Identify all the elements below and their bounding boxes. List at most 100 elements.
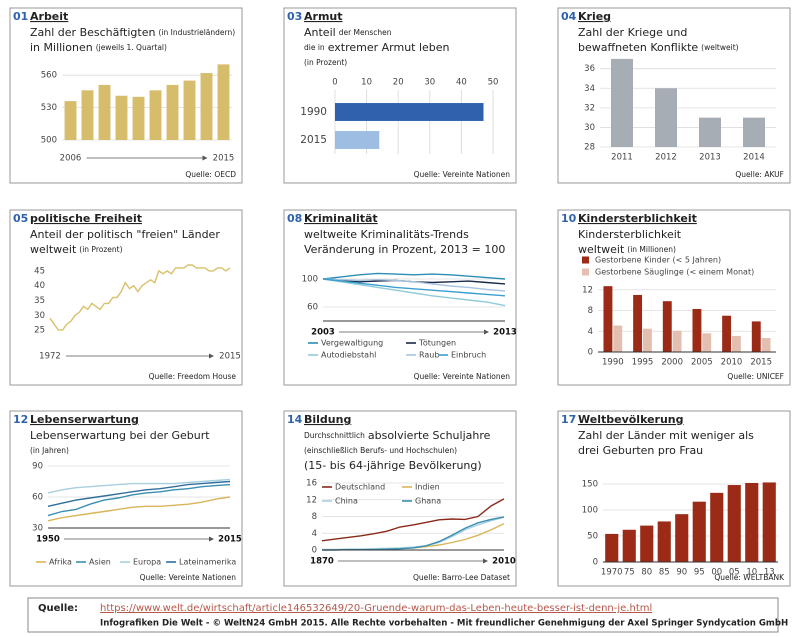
source-note: Quelle: UNICEF xyxy=(727,372,784,381)
bar xyxy=(633,294,643,352)
x-tick-label: 95 xyxy=(694,568,705,578)
panel: 08 Kriminalität weltweite Kriminalitäts-Tr… xyxy=(283,209,517,386)
y-tick-label: 560 xyxy=(41,71,57,81)
data-line xyxy=(322,278,506,307)
bar xyxy=(692,308,702,352)
subtitle-text: Anteil xyxy=(304,26,336,39)
legend-label: Einbruch xyxy=(451,351,486,360)
bar xyxy=(622,529,636,562)
y-tick-label: 50 xyxy=(587,532,598,542)
legend-label: Gestorbene Säuglinge (< einem Monat) xyxy=(595,268,754,277)
x-tick-label: 80 xyxy=(641,568,652,578)
x-tick-label: 2011 xyxy=(611,153,633,163)
panel-title: politische Freiheit xyxy=(30,212,142,225)
bar xyxy=(642,328,652,352)
x-tick-label: 2010 xyxy=(721,358,743,368)
bar xyxy=(702,333,712,352)
y-tick-label: 32 xyxy=(584,103,595,113)
subtitle-text: absolvierte Schuljahre xyxy=(368,429,491,442)
x-tick-label: 2013 xyxy=(493,328,517,338)
source-link[interactable]: https://www.welt.de/wirtschaft/article14… xyxy=(100,603,652,614)
subtitle-line: weltweit (in Prozent) xyxy=(30,243,123,256)
x-tick-label: 2015 xyxy=(750,358,772,368)
x-tick-label: 1970 xyxy=(601,568,623,578)
subtitle-text: weltweite Kriminalitäts-Trends xyxy=(304,228,469,241)
panel-frame xyxy=(283,410,517,587)
footer-box xyxy=(27,597,779,633)
panel-title: Weltbevölkerung xyxy=(578,413,684,426)
bar xyxy=(675,514,689,562)
y-tick-label: 45 xyxy=(34,266,45,276)
y-tick-label: 12 xyxy=(582,285,593,295)
panel-frame xyxy=(283,209,517,386)
x-tick-label: 20 xyxy=(393,78,404,88)
x-tick-label: 00 xyxy=(711,568,722,578)
subtitle-text: (weltweit) xyxy=(701,43,738,52)
category-label: 2015 xyxy=(300,134,327,146)
bar xyxy=(149,90,162,140)
panel-title: Krieg xyxy=(578,10,611,23)
y-tick-label: 0 xyxy=(312,546,317,556)
subtitle-line: (15- bis 64-jährige Bevölkerung) xyxy=(304,459,482,472)
x-tick-label: 10 xyxy=(746,568,757,578)
bar xyxy=(761,338,771,352)
source-note: Quelle: WELTBANK xyxy=(714,573,785,582)
subtitle-line: Zahl der Länder mit weniger als xyxy=(578,429,754,442)
x-tick-label: 1995 xyxy=(632,358,654,368)
footer-credit: Infografiken Die Welt - © WeltN24 GmbH 2… xyxy=(100,619,788,629)
source-note: Quelle: Vereinte Nationen xyxy=(414,372,511,381)
x-tick-label: 1870 xyxy=(310,557,334,567)
y-tick-label: 16 xyxy=(306,479,317,489)
subtitle-text: in Millionen xyxy=(30,41,93,54)
x-tick-label: 2003 xyxy=(311,328,335,338)
subtitle-text: weltweit xyxy=(30,243,77,256)
subtitle-line: Zahl der Kriege und xyxy=(578,26,687,39)
panel-title: Kindersterblichkeit xyxy=(578,212,697,225)
subtitle-text: Veränderung in Prozent, 2013 = 100 xyxy=(304,243,505,256)
subtitle-text: (in Prozent) xyxy=(304,58,347,67)
x-tick-label: 05 xyxy=(729,568,740,578)
subtitle-line: weltweit (in Millionen) xyxy=(578,243,676,256)
axis-arrow-head xyxy=(202,155,208,161)
legend-marker xyxy=(582,256,589,264)
subtitle-line: drei Geburten pro Frau xyxy=(578,444,703,457)
bar xyxy=(611,58,633,147)
y-tick-label: 60 xyxy=(307,303,318,313)
subtitle-text: Lebenserwartung bei der Geburt xyxy=(30,429,210,442)
bar xyxy=(743,117,765,147)
data-line xyxy=(49,264,231,331)
bar xyxy=(745,482,759,562)
y-tick-label: 500 xyxy=(41,136,57,146)
y-tick-label: 530 xyxy=(41,103,57,113)
subtitle-text: drei Geburten pro Frau xyxy=(578,444,703,457)
subtitle-line: Veränderung in Prozent, 2013 = 100 xyxy=(304,243,505,256)
subtitle-text: (15- bis 64-jährige Bevölkerung) xyxy=(304,459,482,472)
y-tick-label: 150 xyxy=(582,480,598,490)
subtitle-text: (jeweils 1. Quartal) xyxy=(96,43,167,52)
bar xyxy=(699,117,721,147)
subtitle-line: (in Jahren) xyxy=(30,446,69,455)
y-tick-label: 60 xyxy=(32,493,43,503)
legend-label: Vergewaltigung xyxy=(321,339,383,348)
bar xyxy=(132,96,145,140)
x-tick-label: 2010 xyxy=(492,557,516,567)
panel-number: 10 xyxy=(561,212,577,225)
subtitle-line: bewaffneten Konflikte (weltweit) xyxy=(578,41,739,54)
x-tick-label: 30 xyxy=(424,78,435,88)
legend-label: Lateinamerika xyxy=(179,558,236,567)
source-note: Quelle: Vereinte Nationen xyxy=(414,170,511,179)
legend-label: China xyxy=(335,497,358,506)
bar xyxy=(692,501,706,562)
y-tick-label: 0 xyxy=(593,558,598,568)
bar xyxy=(166,84,179,140)
panel-title: Armut xyxy=(304,10,343,23)
subtitle-text: der Menschen xyxy=(339,28,392,37)
bar xyxy=(722,315,732,352)
x-tick-label: 13 xyxy=(764,568,775,578)
panel: 01 Arbeit Zahl der Beschäftigten (in Indust… xyxy=(9,7,243,184)
y-tick-label: 12 xyxy=(306,495,317,505)
legend-label: Raub xyxy=(419,351,439,360)
panel-title: Arbeit xyxy=(30,10,68,23)
x-tick-label: 2005 xyxy=(691,358,713,368)
y-tick-label: 100 xyxy=(302,275,318,285)
